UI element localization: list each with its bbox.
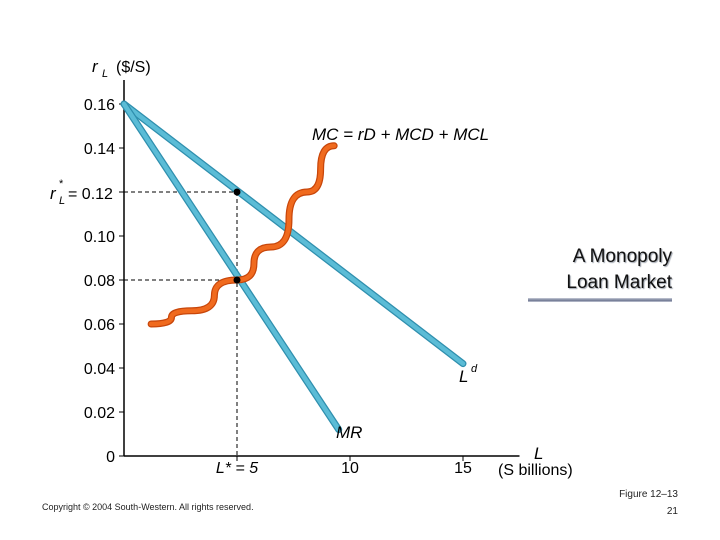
slide-title-line-1: A Monopoly — [572, 246, 672, 267]
equilibrium-rate-label: r * L = 0.12 — [50, 178, 113, 207]
series-line-1 — [121, 101, 341, 432]
y-axis-label: r L ($/S) — [92, 57, 151, 80]
title-underline — [528, 298, 672, 302]
y-axis-subscript: L — [102, 68, 108, 80]
curves — [120, 100, 467, 434]
slide-title-line-2: Loan Market — [566, 272, 672, 293]
mc-curve-label: MC = rD + MCD + MCL — [312, 125, 489, 144]
y-tick-label: 0.14 — [84, 141, 115, 158]
series-labels: MC = rD + MCD + MCL L d MR — [312, 125, 489, 442]
equilibrium-guides — [124, 191, 238, 456]
y-axis-symbol: r — [92, 57, 99, 76]
slide-title: A Monopoly Loan Market — [566, 244, 672, 296]
copyright-notice: Copyright © 2004 South-Western. All righ… — [42, 502, 254, 512]
figure-caption: Figure 12–13 21 — [619, 486, 678, 520]
page-number: 21 — [666, 506, 678, 517]
x-axis-symbol: L — [534, 444, 543, 463]
monopoly-rate-point — [233, 188, 241, 196]
y-tick-label: 0.02 — [84, 405, 115, 422]
x-tick-group: L* = 5 10 15 — [216, 456, 472, 477]
y-axis-unit: ($/S) — [116, 59, 151, 76]
equilibrium-points — [233, 188, 241, 284]
y-tick-label: 0.08 — [84, 273, 115, 290]
y-tick-label: 0.10 — [84, 229, 115, 246]
rate-label-symbol: r — [50, 184, 57, 203]
mr-curve-label: MR — [336, 423, 362, 442]
x-tick-label: 10 — [341, 460, 359, 477]
ld-curve-label: L — [459, 367, 468, 386]
x-axis-label: L (S billions) — [498, 444, 573, 479]
x-axis-unit: (S billions) — [498, 462, 573, 479]
y-tick-label: 0.06 — [84, 317, 115, 334]
mr-mc-intersection-point — [233, 276, 241, 284]
rate-label-value: = 0.12 — [68, 186, 113, 203]
x-tick-label: 15 — [454, 460, 472, 477]
x-tick-label: L* = 5 — [216, 460, 258, 477]
rate-label-star: * — [59, 178, 64, 190]
ld-curve-superscript: d — [471, 363, 478, 375]
figure-number: Figure 12–13 — [619, 489, 678, 500]
series-line-2 — [148, 143, 337, 327]
curve-outline — [147, 142, 338, 328]
y-tick-label: 0.16 — [84, 97, 115, 114]
y-tick-group: 0 0.02 0.04 0.06 0.08 0.10 0.14 0.16 — [84, 97, 124, 466]
y-tick-label: 0.04 — [84, 361, 115, 378]
rate-label-subscript: L — [59, 195, 65, 207]
series-line-0 — [121, 101, 466, 366]
y-tick-label: 0 — [106, 449, 115, 466]
